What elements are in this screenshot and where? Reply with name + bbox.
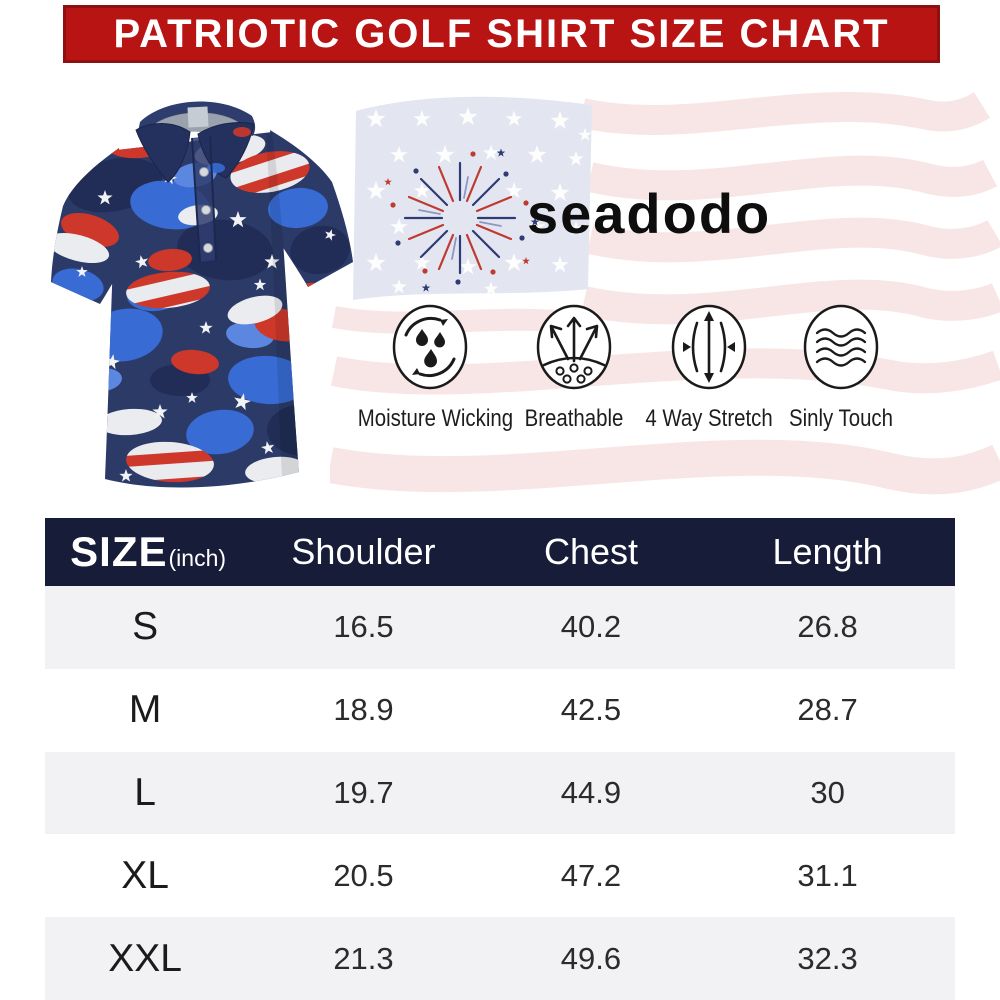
four-way-stretch-icon bbox=[671, 304, 747, 390]
collar-tag bbox=[187, 106, 209, 128]
cell-chest: 49.6 bbox=[560, 940, 622, 976]
table-header: SIZE (inch) Shoulder Chest Length bbox=[45, 518, 955, 586]
cell-shoulder: 21.3 bbox=[333, 940, 394, 976]
table-row-xl: XL 20.5 47.2 31.1 bbox=[45, 834, 955, 918]
feature-label: Breathable bbox=[524, 405, 624, 432]
cell-size: XL bbox=[121, 853, 169, 897]
table-row-m: M 18.9 42.5 28.7 bbox=[45, 668, 955, 752]
cell-shoulder: 18.9 bbox=[333, 692, 394, 728]
feature-label: Moisture Wicking bbox=[357, 405, 514, 432]
shirt-buttons bbox=[199, 167, 213, 253]
cell-chest: 44.9 bbox=[560, 774, 622, 810]
product-shirt-image bbox=[51, 101, 353, 488]
shirt-collar bbox=[135, 101, 256, 263]
cell-shoulder: 20.5 bbox=[333, 857, 394, 893]
header-size-column: SIZE (inch) bbox=[45, 528, 245, 576]
cell-length: 30 bbox=[810, 774, 845, 810]
cell-shoulder: 19.7 bbox=[333, 774, 394, 810]
cell-shoulder: 16.5 bbox=[333, 609, 394, 645]
cell-length: 28.7 bbox=[797, 692, 858, 728]
soft-touch-icon bbox=[803, 304, 879, 390]
title-text: PATRIOTIC GOLF SHIRT SIZE CHART bbox=[113, 11, 890, 56]
header-col-shoulder: Shoulder bbox=[291, 531, 436, 572]
table-row-xxl: XXL 21.3 49.6 32.3 bbox=[45, 917, 955, 1000]
flag-background bbox=[330, 91, 1000, 495]
feature-item-moisture-wicking: Moisture Wicking bbox=[345, 301, 515, 433]
cell-chest: 40.2 bbox=[560, 609, 622, 645]
cell-length: 26.8 bbox=[797, 609, 858, 645]
title-banner: PATRIOTIC GOLF SHIRT SIZE CHART bbox=[63, 5, 940, 63]
size-chart-table: SIZE (inch) Shoulder Chest Length S 16.5… bbox=[45, 518, 955, 1000]
header-unit-label: (inch) bbox=[168, 545, 227, 571]
breathable-icon bbox=[536, 304, 612, 390]
cell-length: 32.3 bbox=[797, 940, 858, 976]
moisture-wicking-icon bbox=[392, 304, 468, 390]
fireworks-icon bbox=[384, 148, 540, 292]
cell-chest: 42.5 bbox=[560, 692, 622, 728]
feature-item-breathable: Breathable bbox=[489, 301, 659, 433]
feature-item-four-way-stretch: 4 Way Stretch bbox=[624, 301, 794, 433]
header-col-length: Length bbox=[772, 531, 883, 572]
feature-label: Sinly Touch bbox=[789, 405, 893, 432]
cell-length: 31.1 bbox=[797, 857, 858, 893]
cell-size: M bbox=[128, 688, 162, 732]
cell-size: S bbox=[132, 605, 159, 649]
header-size-label: SIZE bbox=[70, 528, 168, 575]
flag-canton bbox=[353, 96, 592, 300]
table-row-s: S 16.5 40.2 26.8 bbox=[45, 586, 955, 669]
table-row-l: L 19.7 44.9 30 bbox=[45, 751, 955, 835]
feature-item-soft-touch: Sinly Touch bbox=[756, 301, 926, 433]
feature-label: 4 Way Stretch bbox=[645, 405, 773, 432]
brand-logo-text: seadodo bbox=[527, 182, 772, 245]
cell-size: L bbox=[134, 770, 156, 814]
header-col-chest: Chest bbox=[543, 531, 638, 572]
cell-chest: 47.2 bbox=[560, 857, 622, 893]
cell-size: XXL bbox=[108, 936, 182, 980]
